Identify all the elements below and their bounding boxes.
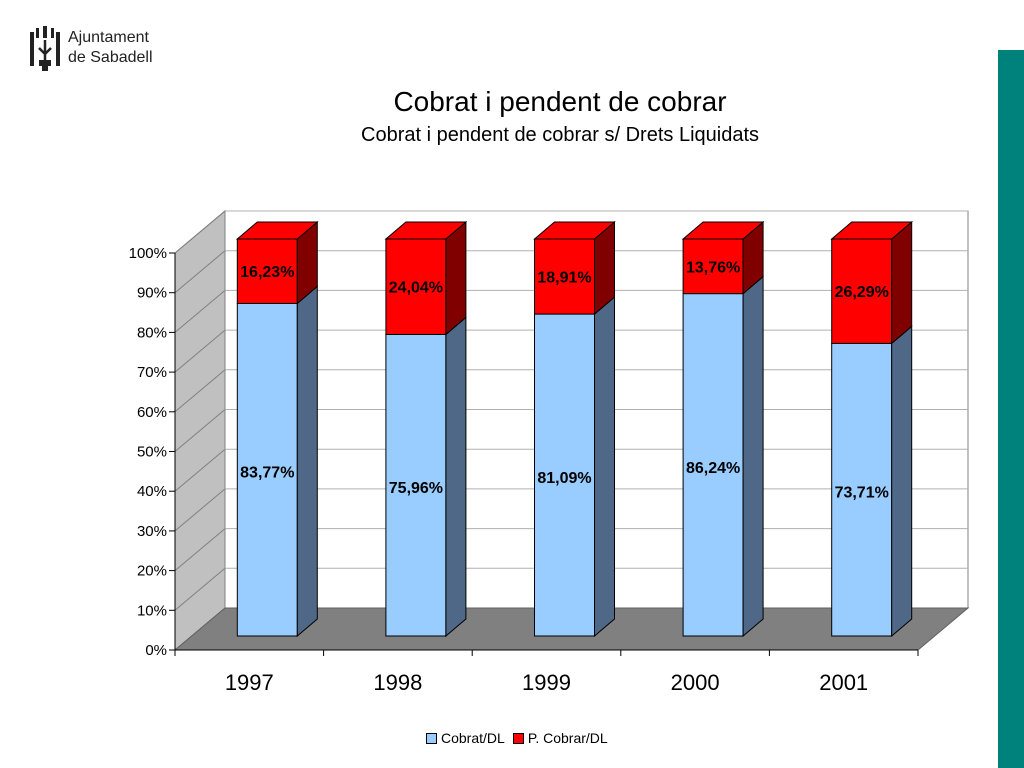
bar-pendent	[682, 238, 744, 295]
data-label-pendent: 13,76%	[686, 259, 740, 276]
chart-legend: Cobrat/DL P. Cobrar/DL	[426, 730, 608, 746]
legend-swatch-pendent	[512, 732, 524, 744]
data-label-pendent: 16,23%	[240, 264, 294, 281]
bar-pendent-top	[384, 221, 468, 240]
gridline-side	[174, 250, 226, 294]
gridline-side	[174, 329, 226, 373]
gridline-side	[174, 210, 226, 254]
legend-swatch-cobrat	[426, 732, 437, 744]
x-tick-label: 1997	[225, 670, 274, 695]
gridline-side	[174, 369, 226, 413]
bar-cobrat	[236, 302, 298, 637]
y-tick-label: 30%	[137, 523, 167, 540]
bar-pendent	[236, 238, 298, 304]
bar-cobrat-side	[445, 316, 467, 638]
y-tick-label: 60%	[137, 404, 167, 421]
y-tick-label: 50%	[137, 444, 167, 461]
gridline-side	[174, 290, 226, 333]
bar-cobrat	[385, 333, 447, 637]
bar-cobrat-side	[296, 285, 318, 638]
data-label-cobrat: 75,96%	[389, 480, 443, 497]
gridline-side	[174, 448, 226, 492]
bar-pendent	[534, 238, 595, 315]
gridline-side	[174, 488, 226, 532]
chart-subtitle: Cobrat i pendent de cobrar s/ Drets Liqu…	[361, 124, 759, 146]
sabadell-crest-icon	[30, 26, 60, 71]
gridline-side	[174, 528, 226, 571]
data-label-pendent: 24,04%	[389, 280, 443, 297]
accent-side-bar	[998, 50, 1024, 768]
bar-cobrat-side	[891, 325, 913, 638]
bar-pendent	[385, 238, 447, 335]
gridline-side	[174, 567, 226, 611]
ajuntament-logo: Ajuntament de Sabadell	[28, 26, 188, 74]
bar-cobrat	[534, 313, 595, 637]
bar-pendent-top	[830, 221, 914, 240]
y-tick-label: 40%	[137, 483, 167, 500]
bar-pendent-side	[445, 220, 467, 336]
bar-cobrat-side	[594, 295, 615, 638]
y-tick-label: 70%	[137, 364, 167, 381]
data-label-cobrat: 83,77%	[240, 465, 294, 482]
data-label-cobrat: 81,09%	[537, 470, 591, 487]
logo-line-2: de Sabadell	[68, 49, 153, 66]
data-label-pendent: 26,29%	[835, 284, 889, 301]
legend-item-pendent: P. Cobrar/DL	[512, 730, 608, 746]
bar-pendent-side	[891, 220, 913, 345]
x-tick-label: 1999	[522, 670, 571, 695]
legend-label-cobrat: Cobrat/DL	[441, 730, 505, 746]
bar-pendent-top	[235, 221, 319, 240]
data-label-cobrat: 86,24%	[686, 460, 740, 477]
legend-item-cobrat: Cobrat/DL	[426, 730, 505, 746]
y-tick-label: 100%	[129, 245, 167, 262]
chart-title: Cobrat i pendent de cobrar	[393, 86, 727, 117]
bar-pendent-top	[533, 221, 616, 240]
x-tick-label: 2000	[671, 670, 720, 695]
logo-line-1: Ajuntament	[68, 29, 149, 46]
gridline-side	[174, 409, 226, 452]
data-label-cobrat: 73,71%	[835, 485, 889, 502]
bar-cobrat	[831, 342, 893, 637]
bar-pendent	[831, 238, 893, 344]
y-tick-label: 20%	[137, 563, 167, 580]
y-tick-label: 10%	[137, 602, 167, 619]
x-tick-label: 2001	[819, 670, 868, 695]
y-tick-label: 80%	[137, 324, 167, 341]
data-label-pendent: 18,91%	[537, 270, 591, 287]
legend-label-pendent: P. Cobrar/DL	[527, 730, 608, 746]
x-tick-label: 1998	[373, 670, 422, 695]
bar-pendent-top	[681, 221, 765, 240]
bar-cobrat	[682, 293, 744, 637]
bar-cobrat-side	[742, 275, 764, 638]
y-tick-label: 90%	[137, 285, 167, 302]
y-tick-label: 0%	[145, 642, 167, 659]
